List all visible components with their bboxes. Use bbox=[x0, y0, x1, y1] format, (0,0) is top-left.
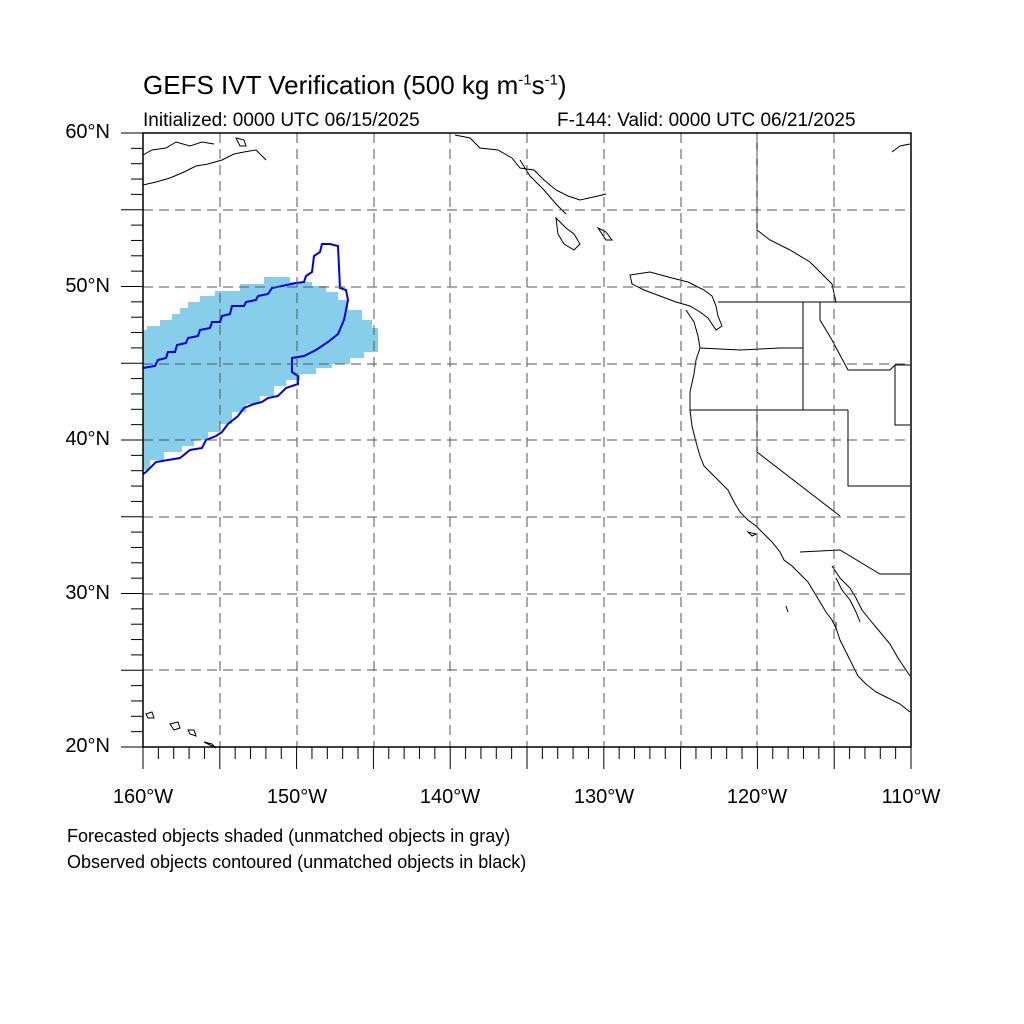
axis-ticks bbox=[121, 132, 912, 769]
lon-label-110w: 110°W bbox=[881, 786, 941, 808]
title-mid: s bbox=[531, 70, 545, 100]
valid-time-label: F-144: Valid: 0000 UTC 06/21/2025 bbox=[557, 110, 856, 131]
init-time-label: Initialized: 0000 UTC 06/15/2025 bbox=[143, 110, 420, 131]
lon-label-150w: 150°W bbox=[266, 786, 328, 808]
title-close: ) bbox=[557, 70, 567, 100]
lat-label-30n: 30°N bbox=[65, 582, 110, 604]
title-main: GEFS IVT Verification (500 kg m bbox=[143, 70, 519, 100]
lon-label-120w: 120°W bbox=[726, 786, 788, 808]
observed-object-contour bbox=[142, 243, 350, 475]
forecast-object-shaded bbox=[143, 277, 378, 470]
lat-label-50n: 50°N bbox=[65, 275, 110, 297]
lon-label-140w: 140°W bbox=[419, 786, 481, 808]
legend-forecast-note: Forecasted objects shaded (unmatched obj… bbox=[67, 826, 511, 846]
lon-label-130w: 130°W bbox=[573, 786, 635, 808]
coastlines bbox=[142, 134, 911, 749]
lat-label-60n: 60°N bbox=[65, 121, 110, 143]
title-exp1: -1 bbox=[518, 71, 532, 89]
lon-label-160w: 160°W bbox=[112, 786, 174, 808]
lat-label-20n: 20°N bbox=[65, 735, 110, 757]
political-borders bbox=[690, 132, 910, 575]
legend-observed-note: Observed objects contoured (unmatched ob… bbox=[67, 852, 527, 872]
lat-label-40n: 40°N bbox=[65, 428, 110, 450]
title-exp2: -1 bbox=[544, 71, 558, 89]
figure-title: GEFS IVT Verification (500 kg m-1s-1) bbox=[143, 70, 567, 101]
graticule bbox=[143, 133, 911, 747]
